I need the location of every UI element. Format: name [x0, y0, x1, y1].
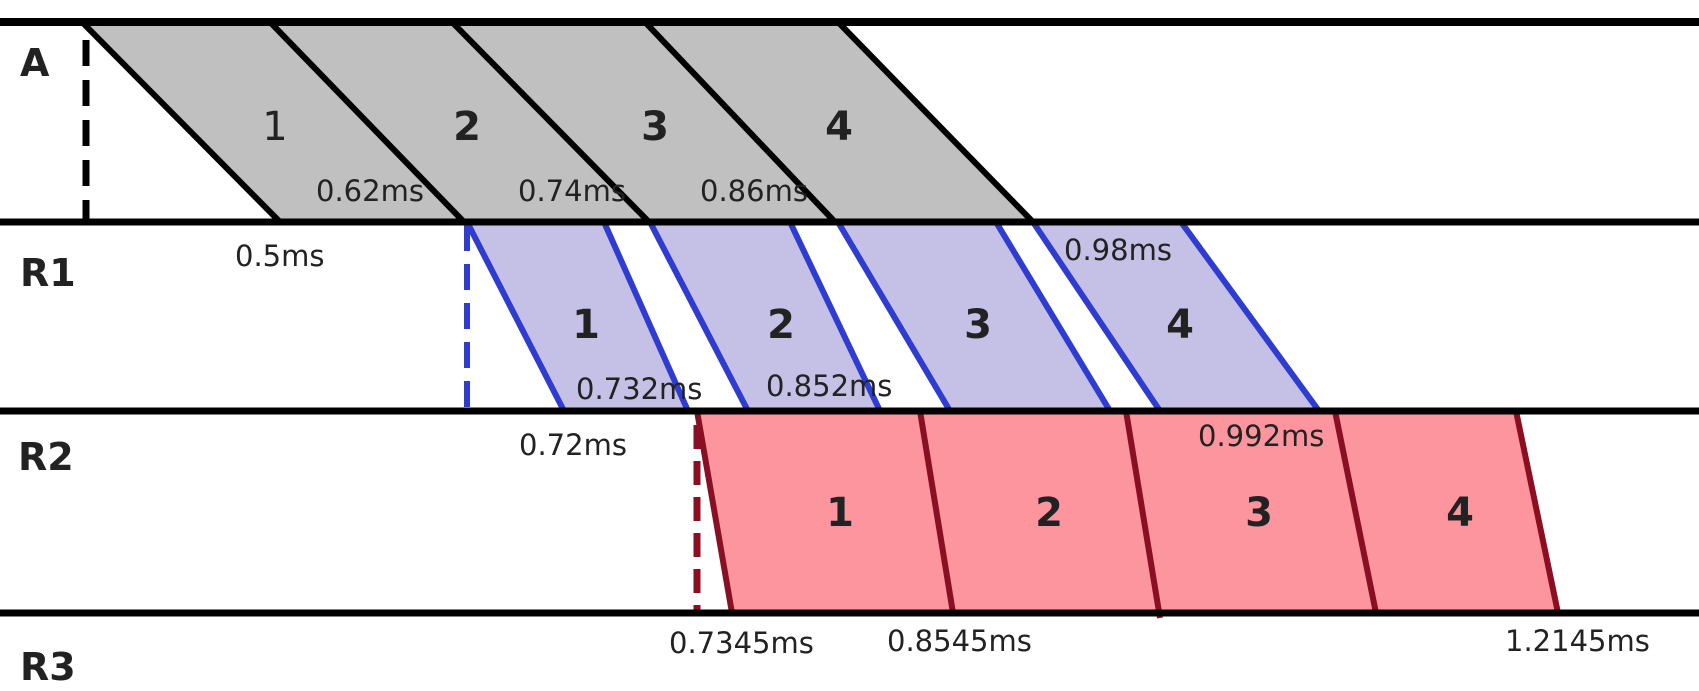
stage-r1-segment-fill — [650, 222, 880, 411]
row-label-a: A — [20, 41, 50, 85]
time-label-r1-end: 0.98ms — [1064, 233, 1172, 267]
stage-r1-divider — [993, 220, 1113, 413]
stage-r1-segment-number: 4 — [1166, 302, 1194, 348]
row-label-r3: R3 — [20, 645, 76, 689]
time-label-r1-2: 0.852ms — [766, 369, 892, 403]
stage-a-divider — [267, 19, 467, 225]
row-label-r1: R1 — [20, 251, 76, 295]
stage-r1-divider — [835, 220, 953, 413]
stage-r2-segment-number: 3 — [1245, 490, 1273, 536]
time-label-a-3: 0.86ms — [700, 174, 808, 208]
stage-a-divider — [835, 19, 1036, 225]
stage-a-divider — [642, 19, 838, 225]
stage-r1-segment-number: 3 — [964, 302, 992, 348]
stage-r1-segment-fill — [1033, 222, 1319, 411]
stage-r2-band — [694, 410, 1561, 619]
stage-r2-segment-number: 2 — [1035, 490, 1063, 536]
stage-r1-divider — [1030, 220, 1163, 413]
stage-r1-divider — [787, 220, 883, 413]
time-label-r2-end: 1.2145ms — [1505, 624, 1650, 658]
stage-r2-segment-number: 1 — [826, 490, 854, 536]
stage-a-segment-number: 3 — [641, 104, 669, 150]
stage-r2-segment-number: 4 — [1446, 490, 1474, 536]
stage-a-band — [79, 19, 1036, 225]
time-label-a-2: 0.74ms — [518, 174, 626, 208]
stage-r1-segment-number: 2 — [767, 302, 795, 348]
row-label-r2: R2 — [18, 435, 74, 479]
stage-r2-divider — [917, 410, 956, 614]
stage-r1-divider — [1178, 220, 1322, 413]
stage-a-divider — [79, 19, 283, 225]
stage-r1-segment-number: 1 — [572, 302, 600, 348]
stage-r1-band — [464, 220, 1322, 413]
stage-r2-divider — [694, 410, 735, 614]
stage-r1-segment-fill — [838, 222, 1110, 411]
time-label-r2-1: 0.8545ms — [887, 624, 1032, 658]
stage-r1-divider — [601, 220, 691, 413]
stage-a-segment-number: 1 — [262, 104, 287, 150]
time-label-a-1: 0.62ms — [316, 174, 424, 208]
time-label-a-start: 0.5ms — [235, 239, 324, 273]
stage-r2-divider — [1513, 410, 1561, 614]
time-label-r2-3: 0.992ms — [1198, 419, 1324, 453]
stage-a-segment-number: 4 — [825, 104, 853, 150]
time-label-r1-start: 0.72ms — [519, 428, 627, 462]
time-label-r2-start: 0.7345ms — [669, 626, 814, 660]
stage-r2-divider — [1123, 410, 1163, 619]
stage-r1-divider — [464, 220, 567, 413]
stage-a-divider — [449, 19, 652, 225]
stage-r2-divider — [1332, 410, 1379, 614]
stage-a-segment-number: 2 — [453, 104, 481, 150]
time-label-r1-1: 0.732ms — [576, 372, 702, 406]
stage-r1-divider — [647, 220, 751, 413]
stage-r1-segment-fill — [467, 222, 688, 411]
